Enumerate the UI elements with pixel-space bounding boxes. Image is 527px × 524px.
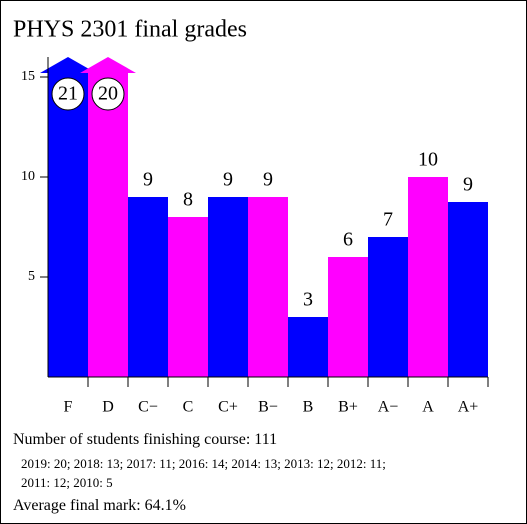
x-tick-label: C — [183, 399, 194, 416]
value-label: 8 — [183, 189, 193, 211]
x-tick-label: D — [102, 399, 114, 416]
y-tick-label: 10 — [21, 169, 35, 184]
bar — [168, 217, 208, 377]
chart-title: PHYS 2301 final grades — [13, 17, 247, 43]
y-tick-label: 15 — [21, 69, 35, 84]
x-tick-label: B− — [258, 399, 278, 416]
overflow-arrow — [40, 57, 96, 73]
value-label: 20 — [98, 83, 118, 105]
x-tick-label: C− — [138, 399, 158, 416]
bar — [48, 73, 88, 377]
value-label: 9 — [223, 169, 233, 191]
bar — [128, 197, 168, 377]
bar — [448, 202, 488, 377]
bar — [208, 197, 248, 377]
value-label: 9 — [263, 169, 273, 191]
value-label: 21 — [58, 83, 78, 105]
x-tick-label: B — [303, 399, 314, 416]
bar — [88, 73, 128, 377]
average-note: Average final mark: 64.1% — [13, 497, 186, 514]
chart: PHYS 2301 final grades 21 F 20 D 9 C− 8 C 9 C+ 9 B−… — [13, 17, 489, 416]
value-label: 9 — [143, 169, 153, 191]
bar — [408, 177, 448, 377]
value-label: 6 — [343, 229, 353, 251]
x-tick-label: A — [422, 399, 434, 416]
x-tick-label: A+ — [458, 399, 479, 416]
value-label: 3 — [303, 289, 313, 311]
value-label: 7 — [383, 209, 393, 231]
x-tick-label: A− — [378, 399, 399, 416]
bar — [328, 257, 368, 377]
history-line: 2019: 20; 2018: 13; 2017: 11; 2016: 14; … — [21, 456, 386, 471]
x-tick-label: C+ — [218, 399, 238, 416]
history-line: 2011: 12; 2010: 5 — [21, 475, 113, 490]
bar — [368, 237, 408, 377]
x-tick-label: B+ — [338, 399, 358, 416]
bar — [288, 317, 328, 377]
x-tick-label: F — [64, 399, 73, 416]
value-badge — [91, 77, 125, 111]
bar — [248, 197, 288, 377]
y-tick-label: 5 — [28, 269, 35, 284]
value-label: 10 — [418, 149, 438, 171]
students-note: Number of students finishing course: 111 — [13, 431, 278, 448]
value-label: 9 — [463, 174, 473, 196]
overflow-arrow — [80, 57, 136, 73]
value-badge — [51, 77, 85, 111]
